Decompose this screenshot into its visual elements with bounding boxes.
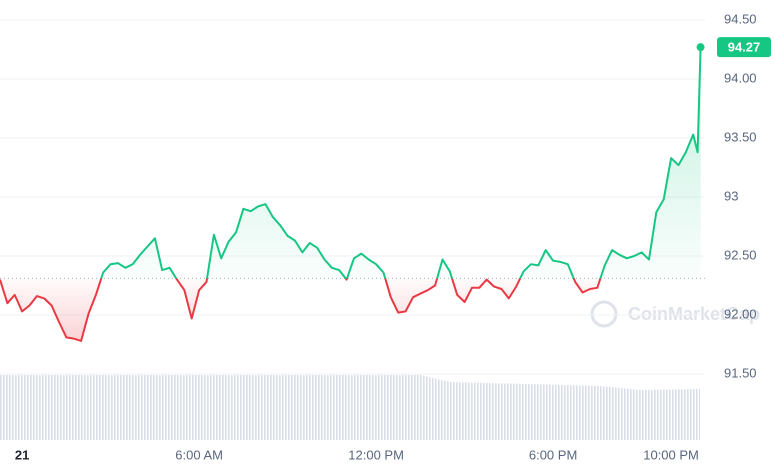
y-tick-label: 91.50 [724, 365, 757, 380]
x-tick-label: 21 [15, 447, 29, 462]
watermark-logo [590, 300, 618, 328]
volume-band [0, 375, 700, 440]
watermark: CoinMarketCap [590, 300, 760, 328]
y-tick-label: 92.50 [724, 247, 757, 262]
y-tick-label: 93.50 [724, 129, 757, 144]
x-tick-label: 6:00 AM [175, 447, 223, 462]
y-tick-label: 94.50 [724, 11, 757, 26]
price-tag [717, 37, 771, 58]
price-line [0, 47, 702, 342]
last-point [696, 43, 705, 52]
x-tick-label: 12:00 PM [348, 447, 404, 462]
watermark-text: CoinMarketCap [628, 304, 760, 324]
x-tick-label: 10:00 PM [643, 447, 699, 462]
price-area [0, 47, 701, 341]
y-tick-label: 92.00 [724, 306, 757, 321]
y-tick-label: 93 [724, 188, 738, 203]
price-tag-label: 94.27 [728, 40, 761, 55]
y-tick-label: 94.00 [724, 70, 757, 85]
x-tick-label: 6:00 PM [529, 447, 577, 462]
